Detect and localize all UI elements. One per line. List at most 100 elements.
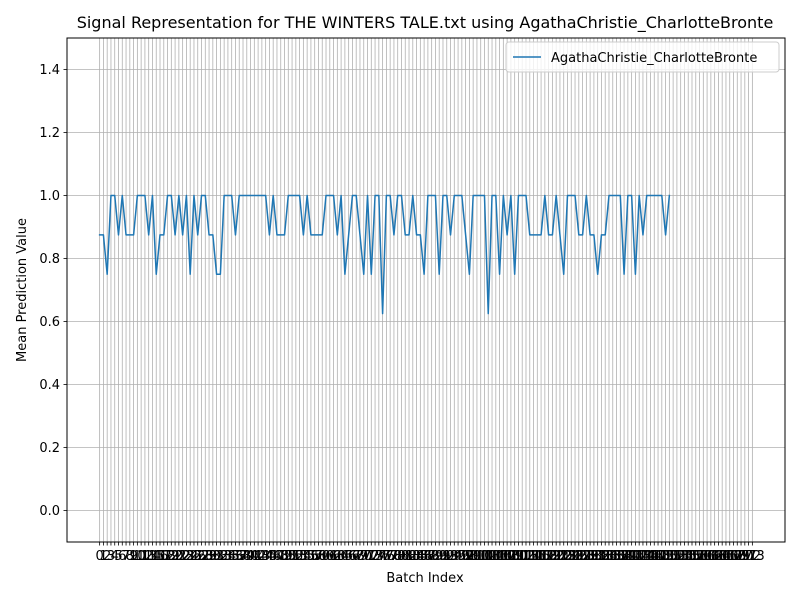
x-tick-label: 119 — [536, 549, 561, 564]
x-tick-label: 49 — [276, 549, 293, 564]
x-tick-label: 164 — [706, 549, 731, 564]
x-tick-label: 17 — [156, 549, 173, 564]
x-tick-label: 32 — [212, 549, 229, 564]
x-tick-label: 170 — [729, 549, 754, 564]
x-tick-label: 96 — [454, 549, 471, 564]
x-tick-label: 146 — [638, 549, 663, 564]
x-tick-label: 140 — [615, 549, 640, 564]
x-tick-label: 78 — [386, 549, 403, 564]
x-tick-label: 52 — [288, 549, 305, 564]
x-tick-label: 20 — [167, 549, 184, 564]
x-tick-label: 59 — [314, 549, 331, 564]
x-tick-label: 79 — [389, 549, 406, 564]
x-tick-label: 25 — [186, 549, 203, 564]
x-tick-label: 70 — [355, 549, 372, 564]
x-tick-label: 148 — [646, 549, 671, 564]
x-tick-label: 69 — [352, 549, 369, 564]
x-tick-label: 61 — [322, 549, 339, 564]
x-tick-label: 106 — [487, 549, 512, 564]
x-tick-label: 150 — [653, 549, 678, 564]
x-tick-label: 21 — [171, 549, 188, 564]
x-tick-label: 14 — [144, 549, 161, 564]
x-tick-label: 34 — [220, 549, 237, 564]
x-tick-label: 160 — [691, 549, 716, 564]
x-tick-label: 10 — [129, 549, 146, 564]
y-axis-label: Mean Prediction Value — [15, 218, 30, 362]
x-tick-label: 123 — [551, 549, 576, 564]
x-tick-label: 9 — [129, 549, 137, 564]
x-tick-label: 23 — [178, 549, 195, 564]
x-tick-label: 102 — [472, 549, 497, 564]
x-tick-label: 98 — [461, 549, 478, 564]
x-tick-label: 39 — [239, 549, 256, 564]
x-tick-label: 41 — [246, 549, 263, 564]
x-tick-label: 142 — [623, 549, 648, 564]
x-tick-label: 11 — [133, 549, 150, 564]
x-tick-label: 64 — [333, 549, 350, 564]
x-tick-label: 145 — [634, 549, 659, 564]
x-tick-label: 110 — [502, 549, 527, 564]
x-tick-label: 40 — [242, 549, 259, 564]
x-tick-label: 161 — [695, 549, 720, 564]
x-tick-label: 63 — [329, 549, 346, 564]
x-tick-label: 74 — [371, 549, 388, 564]
x-tick-label: 149 — [649, 549, 674, 564]
x-tick-label: 85 — [412, 549, 429, 564]
x-tick-label: 144 — [631, 549, 656, 564]
x-tick-label: 4 — [111, 549, 119, 564]
x-tick-label: 88 — [423, 549, 440, 564]
x-tick-label: 120 — [540, 549, 565, 564]
x-tick-label: 29 — [201, 549, 218, 564]
x-tick-label: 18 — [159, 549, 176, 564]
x-tick-label: 51 — [284, 549, 301, 564]
gridlines — [67, 38, 785, 542]
legend-label: AgathaChristie_CharlotteBronte — [551, 51, 757, 66]
x-tick-label: 167 — [717, 549, 742, 564]
x-tick-label: 8 — [126, 549, 134, 564]
x-tick-label: 76 — [378, 549, 395, 564]
x-tick-label: 111 — [506, 549, 531, 564]
x-tick-label: 6 — [118, 549, 126, 564]
x-tick-label: 101 — [468, 549, 493, 564]
x-tick-label: 47 — [269, 549, 286, 564]
x-tick-label: 153 — [664, 549, 689, 564]
x-tick-label: 89 — [427, 549, 444, 564]
x-tick-label: 92 — [438, 549, 455, 564]
x-tick-label: 24 — [182, 549, 199, 564]
y-tick-label: 1.4 — [39, 63, 60, 78]
x-tick-label: 168 — [721, 549, 746, 564]
x-tick-label: 53 — [291, 549, 308, 564]
x-tick-label: 118 — [532, 549, 557, 564]
x-tick-label: 33 — [216, 549, 233, 564]
x-tick-label: 66 — [340, 549, 357, 564]
x-tick-label: 87 — [420, 549, 437, 564]
x-tick-label: 27 — [193, 549, 210, 564]
x-tick-label: 91 — [435, 549, 452, 564]
x-tick-label: 80 — [393, 549, 410, 564]
y-tick-label: 0.0 — [39, 504, 60, 519]
x-tick-label: 46 — [265, 549, 282, 564]
x-tick-label: 169 — [725, 549, 750, 564]
x-axis-label: Batch Index — [386, 571, 464, 586]
x-tick-label: 31 — [208, 549, 225, 564]
x-tick-label: 73 — [367, 549, 384, 564]
x-tick-label: 67 — [344, 549, 361, 564]
x-tick-label: 71 — [359, 549, 376, 564]
x-tick-label: 105 — [483, 549, 508, 564]
x-tick-label: 99 — [465, 549, 482, 564]
x-tick-label: 97 — [457, 549, 474, 564]
x-tick-label: 55 — [299, 549, 316, 564]
x-tick-label: 156 — [676, 549, 701, 564]
x-tick-label: 13 — [140, 549, 157, 564]
x-tick-label: 36 — [227, 549, 244, 564]
x-tick-label: 171 — [732, 549, 757, 564]
x-tick-label: 131 — [581, 549, 606, 564]
x-tick-label: 137 — [604, 549, 629, 564]
x-tick-label: 50 — [280, 549, 297, 564]
x-tick-label: 60 — [318, 549, 335, 564]
x-tick-label: 62 — [325, 549, 342, 564]
x-tick-label: 90 — [431, 549, 448, 564]
y-tick-label: 0.2 — [39, 441, 60, 456]
x-tick-label: 1 — [99, 549, 107, 564]
x-tick-label: 172 — [736, 549, 761, 564]
